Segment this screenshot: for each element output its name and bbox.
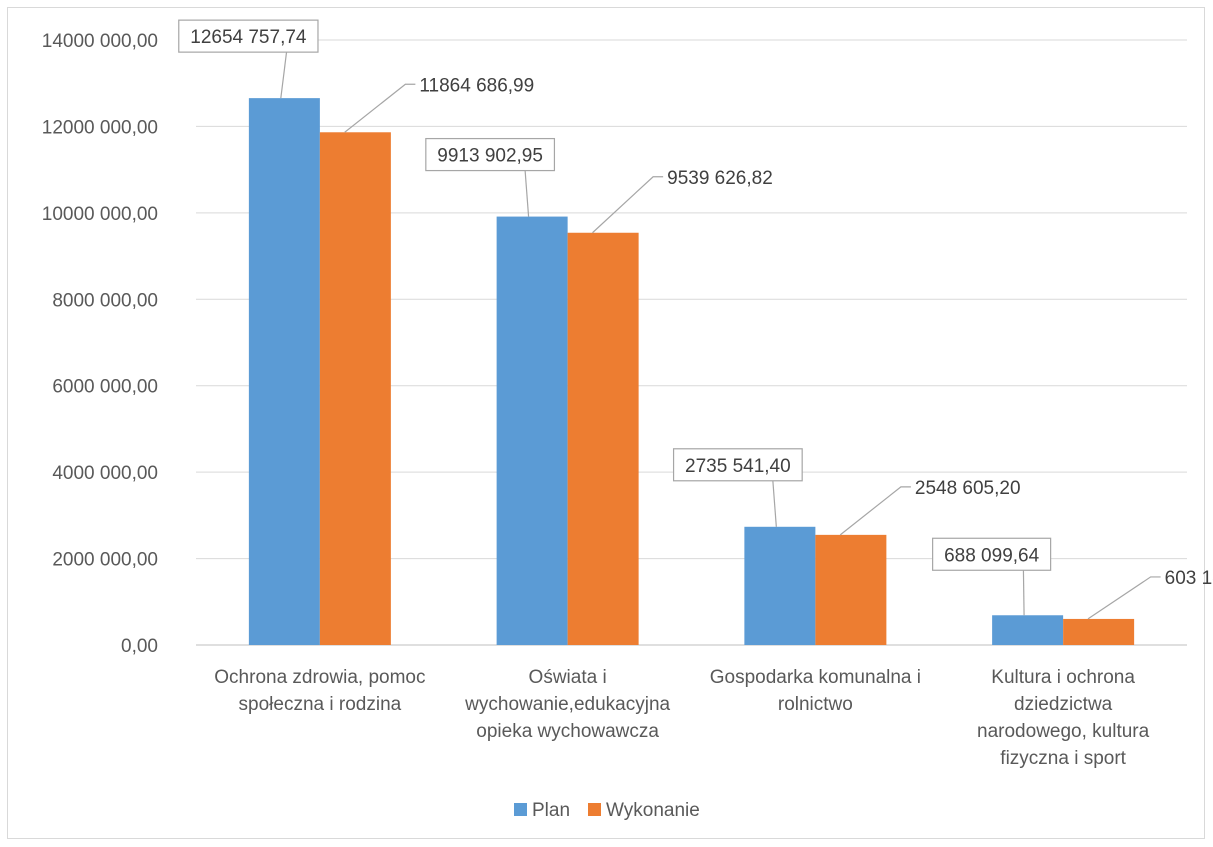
y-axis: 0,00 2000 000,00 4000 000,00 6000 000,00 800…	[42, 31, 158, 657]
data-label: 2735 541,40	[685, 456, 791, 477]
category-label-line: Oświata i	[529, 667, 607, 688]
category-label-line: Gospodarka komunalna i	[710, 667, 921, 688]
category-label-line: opieka wychowawcza	[476, 721, 659, 742]
bars	[248, 98, 1135, 646]
data-label: 12654 757,74	[190, 27, 307, 48]
data-label-box	[425, 137, 556, 172]
legend-label-wykonanie: Wykonanie	[606, 800, 700, 821]
legend-label-plan: Plan	[532, 800, 570, 821]
leader-line	[280, 52, 288, 99]
bar-wykonanie	[567, 232, 639, 646]
bar-wykonanie	[319, 132, 391, 646]
y-tick-label: 6000 000,00	[52, 377, 158, 398]
y-tick-label: 4000 000,00	[52, 463, 158, 484]
category-label: Gospodarka komunalna i rolnictwo	[710, 667, 921, 715]
category-label: Ochrona zdrowia, pomoc społeczna i rodzin…	[214, 667, 425, 715]
y-tick-label: 0,00	[121, 636, 158, 657]
legend: Plan Wykonanie	[514, 800, 700, 821]
data-labels: 12654 757,74 11864 686,99 9913 902,95 9539 …	[178, 19, 1213, 620]
leader-line	[1022, 570, 1025, 616]
bar-plan	[992, 615, 1064, 645]
leader-line	[772, 480, 777, 527]
category-label-line: rolnictwo	[778, 694, 853, 715]
data-label: 9913 902,95	[437, 146, 543, 167]
bar-plan	[744, 526, 816, 645]
bar-wykonanie	[815, 534, 887, 645]
data-label: 2548 605,20	[915, 478, 1021, 499]
category-label-line: Ochrona zdrowia, pomoc	[214, 667, 425, 688]
category-label-line: dziedzictwa	[1014, 694, 1113, 715]
category-label-line: społeczna i rodzina	[239, 694, 402, 715]
data-label: 11864 686,99	[419, 75, 534, 96]
legend-swatch-wykonanie	[588, 803, 601, 816]
leader-line	[1087, 576, 1161, 620]
x-axis: Ochrona zdrowia, pomoc społeczna i rodzin…	[214, 667, 1149, 769]
bar-wykonanie	[1063, 618, 1135, 645]
bar-plan	[496, 216, 568, 645]
leader-line	[592, 176, 664, 234]
category-label-line: wychowanie,edukacyjna	[464, 694, 670, 715]
category-label: Oświata i wychowanie,edukacyjna opieka wyc…	[464, 667, 670, 742]
y-tick-label: 10000 000,00	[42, 204, 158, 225]
y-tick-label: 14000 000,00	[42, 31, 158, 52]
category-label-line: narodowego, kultura	[977, 721, 1150, 742]
y-tick-label: 12000 000,00	[42, 117, 158, 138]
data-label-box	[932, 537, 1052, 571]
data-label-box	[178, 19, 319, 53]
category-label-line: fizyczna i sport	[1000, 748, 1126, 769]
y-tick-label: 2000 000,00	[52, 550, 158, 571]
data-label: 603 182,35	[1165, 568, 1213, 589]
category-label: Kultura i ochrona dziedzictwa narodowego, …	[977, 667, 1150, 769]
legend-swatch-plan	[514, 803, 527, 816]
data-label-box	[672, 448, 803, 482]
data-label: 688 099,64	[944, 545, 1040, 566]
category-label-line: Kultura i ochrona	[991, 667, 1135, 688]
leader-line	[344, 83, 416, 133]
data-label: 9539 626,82	[667, 168, 773, 189]
y-tick-label: 8000 000,00	[52, 290, 158, 311]
leader-line	[524, 170, 530, 217]
bar-plan	[248, 98, 320, 646]
leader-line	[839, 486, 911, 536]
